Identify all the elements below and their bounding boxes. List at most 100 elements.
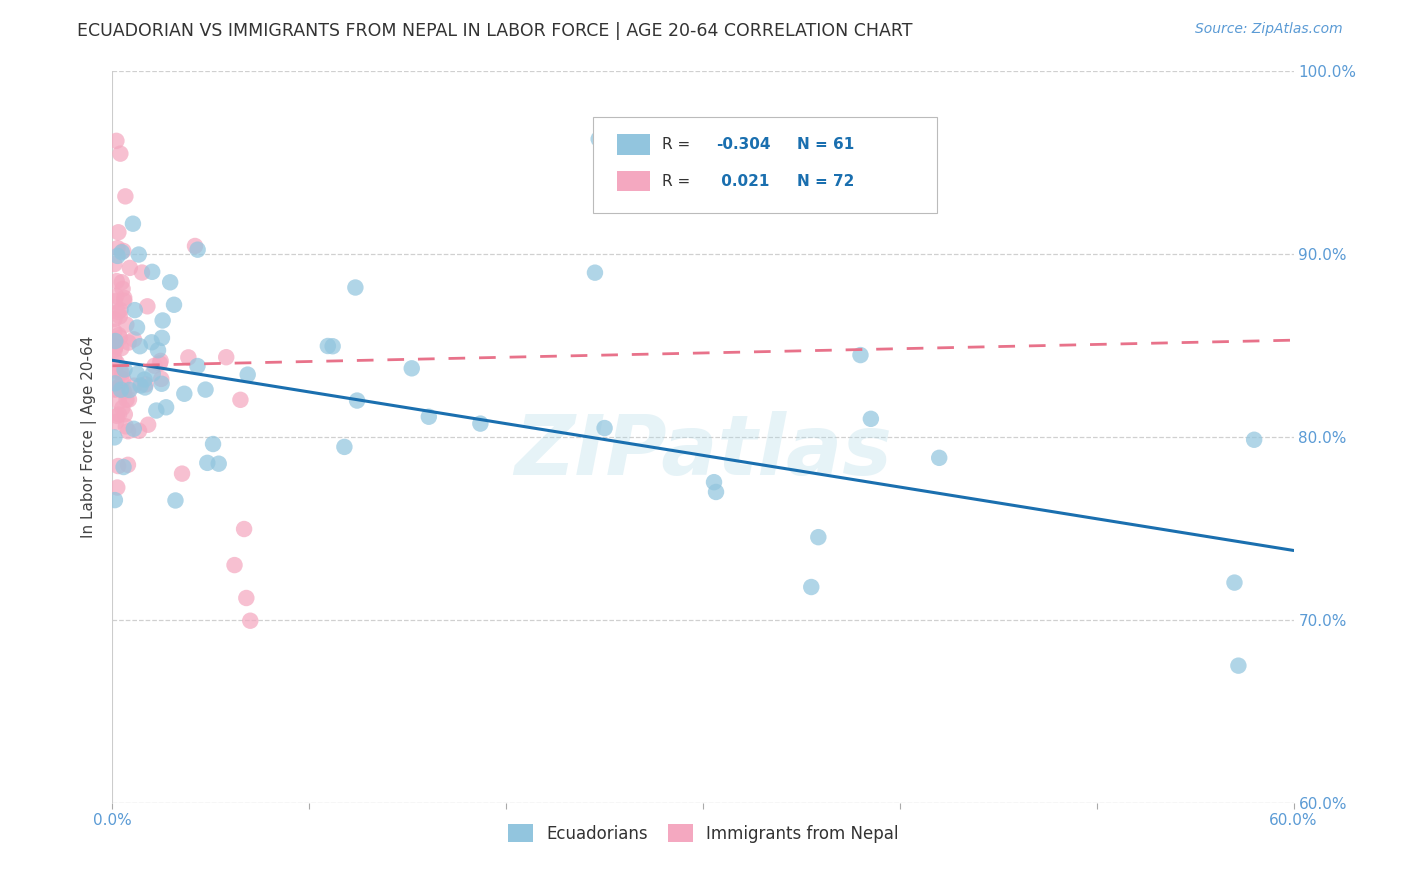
Point	[105, 383, 128, 397]
Point	[118, 335, 141, 350]
Point	[105, 274, 128, 288]
Point	[107, 305, 129, 319]
Text: R =: R =	[662, 174, 695, 188]
Point	[150, 376, 173, 391]
Point	[112, 384, 135, 399]
Point	[103, 294, 125, 309]
Point	[134, 372, 156, 386]
Point	[118, 383, 141, 397]
Text: -0.304: -0.304	[716, 137, 770, 152]
Point	[103, 352, 125, 367]
Point	[122, 332, 145, 346]
Point	[127, 367, 149, 381]
Point	[316, 339, 339, 353]
Point	[122, 378, 145, 392]
Point	[114, 408, 136, 422]
Point	[150, 331, 173, 345]
Point	[110, 303, 132, 318]
Point	[583, 266, 606, 280]
Point	[928, 450, 950, 465]
Point	[150, 372, 173, 386]
Point	[235, 591, 257, 605]
Point	[418, 409, 440, 424]
Point	[111, 275, 134, 289]
Bar	[617, 135, 650, 154]
Point	[229, 392, 252, 407]
Point	[470, 417, 492, 431]
Point	[104, 376, 127, 391]
Point	[110, 371, 132, 385]
Point	[134, 380, 156, 394]
Point	[149, 356, 172, 370]
Point	[105, 134, 128, 148]
Text: 0.021: 0.021	[716, 174, 769, 188]
Point	[115, 392, 138, 407]
Point	[170, 467, 193, 481]
Point	[118, 260, 141, 275]
Point	[344, 280, 367, 294]
Point	[122, 217, 145, 231]
Point	[165, 493, 187, 508]
Point	[117, 424, 139, 438]
Point	[111, 401, 134, 415]
Point	[807, 530, 830, 544]
Point	[401, 361, 423, 376]
Point	[110, 383, 132, 397]
Bar	[617, 171, 650, 191]
Point	[108, 310, 131, 324]
Point	[108, 331, 131, 345]
Point	[704, 485, 727, 500]
Point	[593, 421, 616, 435]
Point	[112, 460, 135, 475]
Point	[208, 457, 231, 471]
Point	[112, 244, 135, 258]
Point	[117, 458, 139, 472]
Point	[159, 275, 181, 289]
Point	[1243, 433, 1265, 447]
Point	[184, 239, 207, 253]
Point	[224, 558, 246, 573]
Point	[163, 298, 186, 312]
Point	[155, 401, 177, 415]
Point	[135, 377, 157, 392]
Point	[152, 313, 174, 327]
Point	[107, 249, 129, 263]
Text: N = 61: N = 61	[797, 137, 855, 152]
Point	[105, 289, 128, 303]
Point	[110, 341, 132, 355]
Point	[103, 325, 125, 339]
Point	[112, 372, 135, 386]
Point	[107, 328, 129, 343]
Point	[115, 318, 138, 332]
Point	[105, 356, 128, 370]
Point	[108, 408, 131, 422]
Text: ZIPatlas: ZIPatlas	[515, 411, 891, 492]
Point	[333, 440, 356, 454]
Point	[195, 456, 218, 470]
Y-axis label: In Labor Force | Age 20-64: In Labor Force | Age 20-64	[80, 336, 97, 538]
Point	[703, 475, 725, 490]
Point	[215, 350, 238, 364]
Text: N = 72: N = 72	[797, 174, 855, 188]
Point	[186, 359, 208, 373]
Text: Source: ZipAtlas.com: Source: ZipAtlas.com	[1195, 22, 1343, 37]
Point	[108, 394, 131, 409]
Point	[233, 522, 256, 536]
Point	[111, 366, 134, 380]
Point	[800, 580, 823, 594]
Point	[114, 189, 136, 203]
Point	[112, 293, 135, 308]
Point	[125, 320, 148, 334]
Point	[111, 245, 134, 260]
Point	[104, 343, 127, 357]
Text: R =: R =	[662, 137, 695, 152]
Legend: Ecuadorians, Immigrants from Nepal: Ecuadorians, Immigrants from Nepal	[501, 818, 905, 849]
Point	[849, 348, 872, 362]
Point	[103, 430, 125, 444]
Point	[136, 417, 159, 432]
Point	[128, 424, 150, 438]
Point	[118, 392, 141, 407]
Point	[107, 458, 129, 473]
Point	[103, 312, 125, 326]
Point	[128, 247, 150, 261]
